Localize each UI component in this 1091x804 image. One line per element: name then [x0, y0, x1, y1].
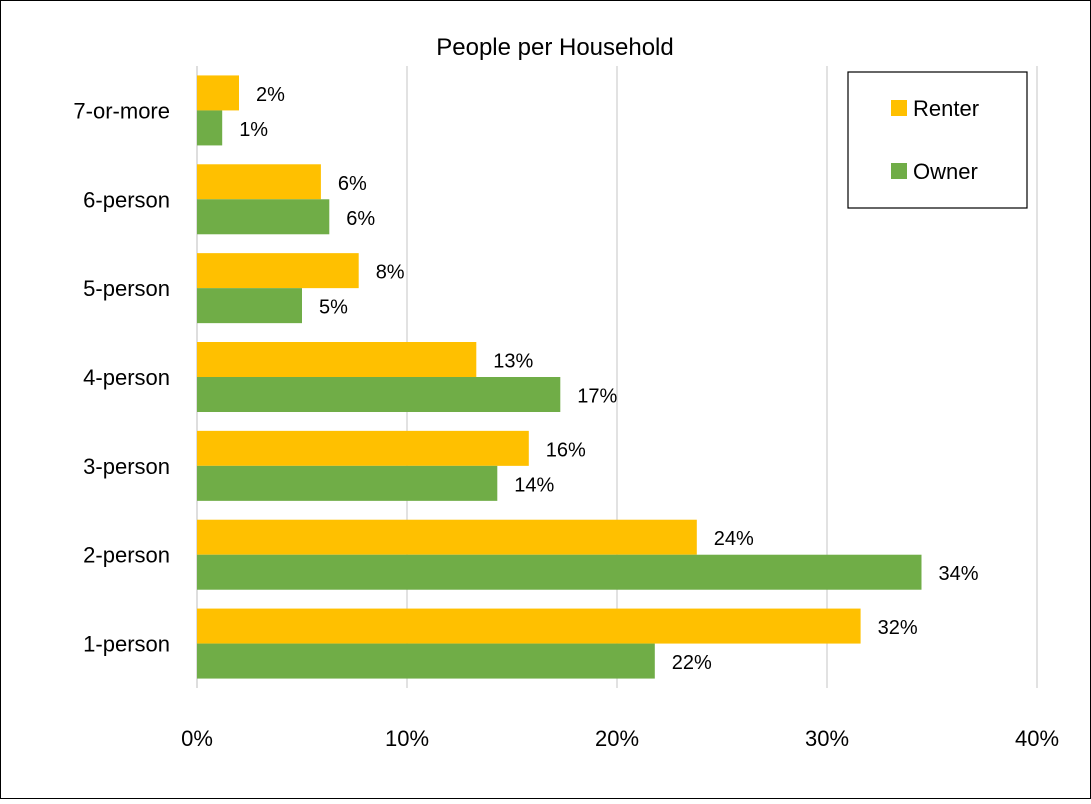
data-label: 1%: [239, 119, 268, 141]
x-axis-labels: 0% 10% 20% 30% 40%: [181, 726, 1059, 751]
y-tick-label: 2-person: [83, 543, 170, 568]
legend-label-owner: Owner: [913, 159, 978, 184]
data-label: 24%: [714, 528, 754, 550]
data-label: 22%: [672, 652, 712, 674]
bar-owner-3-person: [197, 465, 498, 501]
data-label: 2%: [256, 84, 285, 106]
bar-renter-1-person: [197, 608, 861, 644]
data-label: 34%: [939, 563, 979, 585]
bar-owner-4-person: [197, 377, 561, 412]
bars: [197, 75, 922, 679]
data-label: 6%: [338, 173, 367, 195]
data-label: 16%: [546, 439, 586, 461]
y-tick-label: 6-person: [83, 187, 170, 212]
bar-renter-7-or-more: [197, 75, 239, 111]
bar-owner-6-person: [197, 199, 330, 235]
x-tick-label: 0%: [181, 726, 213, 751]
legend-box: [847, 71, 1028, 209]
bar-labels: 32% 22% 24% 34% 16% 14% 13% 17% 8% 5% 6% 6% 2% 1%: [239, 84, 979, 674]
x-tick-label: 20%: [595, 726, 639, 751]
data-label: 13%: [493, 351, 533, 373]
data-label: 6%: [346, 208, 375, 230]
legend-swatch-owner: [891, 163, 907, 179]
data-label: 14%: [514, 474, 554, 496]
y-axis-labels: 1-person 2-person 3-person 4-person 5-person…: [73, 98, 170, 656]
x-tick-label: 40%: [1015, 726, 1059, 751]
x-tick-label: 10%: [385, 726, 429, 751]
legend-swatch-renter: [891, 100, 907, 116]
data-label: 5%: [319, 297, 348, 319]
bar-renter-6-person: [197, 164, 321, 200]
y-tick-label: 5-person: [83, 276, 170, 301]
y-tick-label: 7-or-more: [73, 98, 170, 123]
data-label: 17%: [577, 386, 617, 408]
x-tick-label: 30%: [805, 726, 849, 751]
bar-renter-4-person: [197, 342, 477, 377]
bar-renter-2-person: [197, 519, 697, 555]
data-label: 32%: [878, 617, 918, 639]
legend: Renter Owner: [847, 71, 1028, 209]
bar-owner-2-person: [197, 554, 922, 590]
data-label: 8%: [376, 262, 405, 284]
legend-label-renter: Renter: [913, 96, 979, 121]
bar-owner-7-or-more: [197, 110, 223, 146]
y-tick-label: 3-person: [83, 454, 170, 479]
y-tick-label: 1-person: [83, 632, 170, 657]
bar-renter-3-person: [197, 430, 529, 466]
chart-title: People per Household: [436, 34, 674, 61]
y-tick-label: 4-person: [83, 365, 170, 390]
bar-owner-1-person: [197, 643, 655, 679]
bar-renter-5-person: [197, 253, 359, 289]
bar-owner-5-person: [197, 288, 302, 324]
